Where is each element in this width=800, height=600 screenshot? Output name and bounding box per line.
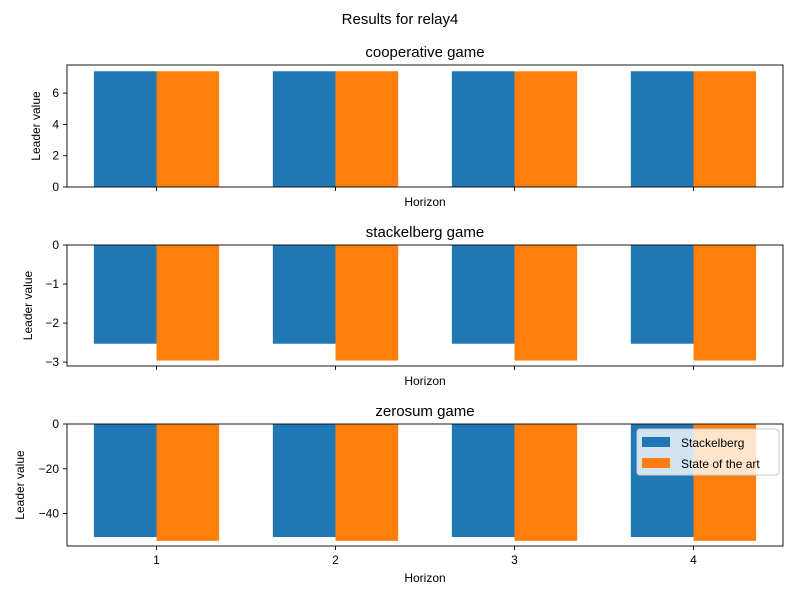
y-tick-label: −2 <box>45 316 59 330</box>
y-tick-label: 0 <box>52 180 59 194</box>
bar-state-of-the-art-h2 <box>335 245 399 361</box>
legend-box <box>636 428 780 476</box>
bar-state-of-the-art-h1 <box>156 424 220 541</box>
x-axis-label: Horizon <box>404 195 445 209</box>
x-tick-label: 4 <box>690 553 697 567</box>
legend-swatch-stackelberg <box>642 437 670 447</box>
bar-state-of-the-art-h4 <box>693 245 757 361</box>
bar-stackelberg-h2 <box>272 424 336 538</box>
bar-stackelberg-h4 <box>630 245 694 344</box>
subplot-1: cooperative game 0 2 4 6 Horizon Leader value <box>29 44 784 209</box>
subplot-2: stackelberg game −3 −2 −1 0 Horizon Leader val… <box>21 224 784 388</box>
y-tick-label: −20 <box>39 462 60 476</box>
bar-stackelberg-h3 <box>451 424 515 538</box>
bar-stackelberg-h3 <box>451 71 515 187</box>
axes-frame <box>66 64 784 188</box>
axes-frame <box>66 244 784 367</box>
y-tick-label: 6 <box>52 86 59 100</box>
x-axis-label: Horizon <box>404 571 445 585</box>
bar-stackelberg-h2 <box>272 245 336 344</box>
y-axis-label: Leader value <box>29 91 43 161</box>
legend: Stackelberg State of the art <box>636 428 780 476</box>
legend-swatch-state-of-the-art <box>642 458 670 468</box>
x-axis-label: Horizon <box>404 374 445 388</box>
bar-state-of-the-art-h3 <box>514 424 578 541</box>
bar-stackelberg-h1 <box>93 71 157 187</box>
x-tick-label: 2 <box>332 553 339 567</box>
bar-stackelberg-h2 <box>272 71 336 187</box>
bar-state-of-the-art-h2 <box>335 424 399 541</box>
y-axis-label: Leader value <box>13 450 27 520</box>
y-axis-label: Leader value <box>21 270 35 340</box>
bar-stackelberg-h3 <box>451 245 515 344</box>
subplot-title: zerosum game <box>375 403 474 420</box>
x-tick-label: 3 <box>511 553 518 567</box>
y-tick-label: −1 <box>45 277 59 291</box>
bar-state-of-the-art-h1 <box>156 245 220 361</box>
bar-state-of-the-art-h2 <box>335 71 399 187</box>
bar-state-of-the-art-h1 <box>156 71 220 187</box>
x-tick-label: 1 <box>153 553 160 567</box>
y-tick-label: 4 <box>52 117 59 131</box>
y-tick-label: −3 <box>45 355 59 369</box>
bar-stackelberg-h1 <box>93 424 157 538</box>
subplot-title: stackelberg game <box>366 224 484 241</box>
figure-suptitle: Results for relay4 <box>342 11 459 28</box>
y-tick-label: 0 <box>52 238 59 252</box>
y-tick-label: −40 <box>39 507 60 521</box>
y-tick-label: 2 <box>52 149 59 163</box>
axes-frame <box>66 423 784 547</box>
y-tick-label: 0 <box>52 417 59 431</box>
bar-state-of-the-art-h4 <box>693 71 757 187</box>
bar-state-of-the-art-h3 <box>514 245 578 361</box>
legend-label: Stackelberg <box>681 436 744 450</box>
bar-stackelberg-h1 <box>93 245 157 344</box>
legend-label: State of the art <box>681 457 760 471</box>
subplot-title: cooperative game <box>365 44 484 61</box>
bar-state-of-the-art-h3 <box>514 71 578 187</box>
bar-stackelberg-h4 <box>630 71 694 187</box>
